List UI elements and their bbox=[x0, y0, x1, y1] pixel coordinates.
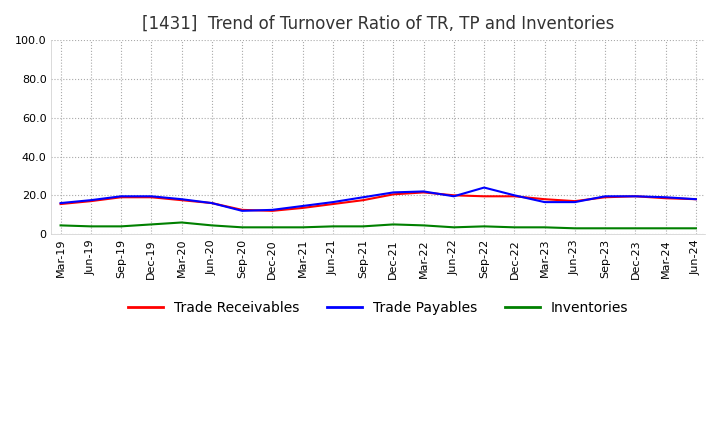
Legend: Trade Receivables, Trade Payables, Inventories: Trade Receivables, Trade Payables, Inven… bbox=[122, 295, 634, 320]
Title: [1431]  Trend of Turnover Ratio of TR, TP and Inventories: [1431] Trend of Turnover Ratio of TR, TP… bbox=[142, 15, 614, 33]
